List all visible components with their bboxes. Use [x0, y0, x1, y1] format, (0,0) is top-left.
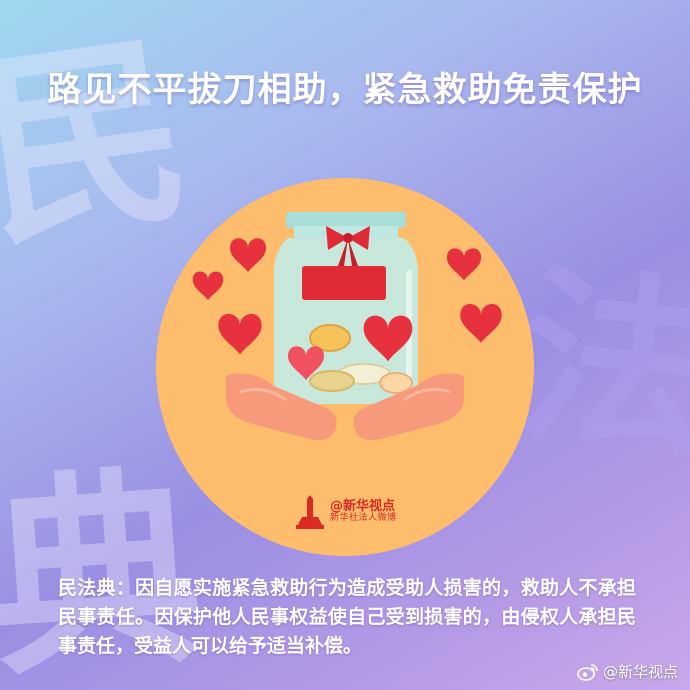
poster-title: 路见不平拔刀相助，紧急救助免责保护: [47, 70, 643, 110]
watermark-text: @新华视点: [602, 663, 678, 681]
civil-code-text: 民法典：因自愿实施紧急救助行为造成受助人损害的，救助人不承担民事责任。因保护他人…: [58, 577, 636, 657]
xinhua-logo-icon: [296, 495, 324, 529]
brand-name: @新华视点: [330, 498, 396, 514]
heart-icon: [460, 303, 502, 343]
hands-icon: [226, 373, 464, 440]
jar-icon: [274, 212, 418, 404]
heart-icon: [230, 238, 266, 272]
heart-icon: [218, 313, 262, 355]
brand-subtitle: 新华社法人微博: [330, 513, 397, 524]
weibo-watermark: @新华视点: [577, 661, 678, 682]
xinhua-brand-mark: @新华视点 新华社法人微博: [296, 492, 397, 532]
weibo-icon: [577, 663, 598, 681]
background-char-fa: 法: [508, 243, 690, 486]
jar-illustration: [192, 212, 502, 440]
heart-icon: [192, 271, 224, 301]
heart-icon: [446, 248, 482, 281]
coin-icon: [309, 324, 413, 394]
